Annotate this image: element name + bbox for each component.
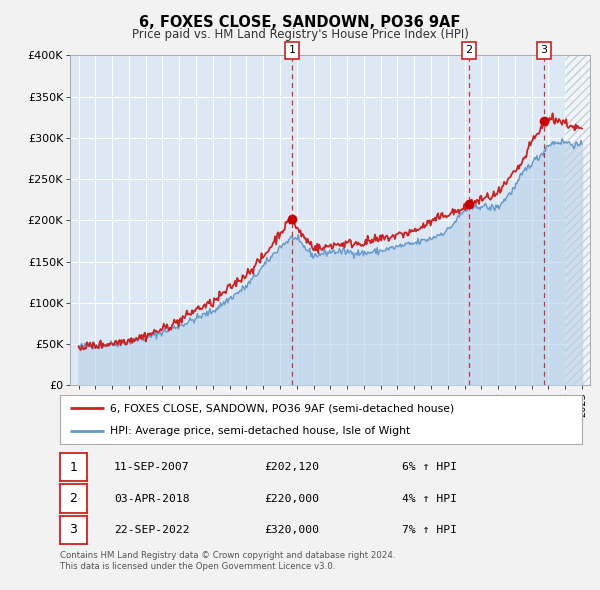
Text: HPI: Average price, semi-detached house, Isle of Wight: HPI: Average price, semi-detached house,… — [110, 425, 410, 435]
Bar — [565, 55, 590, 385]
Text: 6% ↑ HPI: 6% ↑ HPI — [402, 463, 457, 472]
Text: £202,120: £202,120 — [264, 463, 319, 472]
Text: 3: 3 — [540, 45, 547, 55]
Text: This data is licensed under the Open Government Licence v3.0.: This data is licensed under the Open Gov… — [60, 562, 335, 571]
Text: 03-APR-2018: 03-APR-2018 — [114, 494, 190, 503]
Text: £220,000: £220,000 — [264, 494, 319, 503]
Text: 6, FOXES CLOSE, SANDOWN, PO36 9AF: 6, FOXES CLOSE, SANDOWN, PO36 9AF — [139, 15, 461, 30]
Text: 2: 2 — [465, 45, 472, 55]
Text: 1: 1 — [70, 461, 77, 474]
Text: 4% ↑ HPI: 4% ↑ HPI — [402, 494, 457, 503]
Text: Contains HM Land Registry data © Crown copyright and database right 2024.: Contains HM Land Registry data © Crown c… — [60, 552, 395, 560]
Text: 1: 1 — [289, 45, 295, 55]
Text: 6, FOXES CLOSE, SANDOWN, PO36 9AF (semi-detached house): 6, FOXES CLOSE, SANDOWN, PO36 9AF (semi-… — [110, 404, 454, 414]
Bar — [565, 55, 590, 385]
Text: 22-SEP-2022: 22-SEP-2022 — [114, 525, 190, 535]
Text: 3: 3 — [70, 523, 77, 536]
Text: Price paid vs. HM Land Registry's House Price Index (HPI): Price paid vs. HM Land Registry's House … — [131, 28, 469, 41]
Text: 7% ↑ HPI: 7% ↑ HPI — [402, 525, 457, 535]
Text: 11-SEP-2007: 11-SEP-2007 — [114, 463, 190, 472]
Text: £320,000: £320,000 — [264, 525, 319, 535]
Text: 2: 2 — [70, 492, 77, 505]
